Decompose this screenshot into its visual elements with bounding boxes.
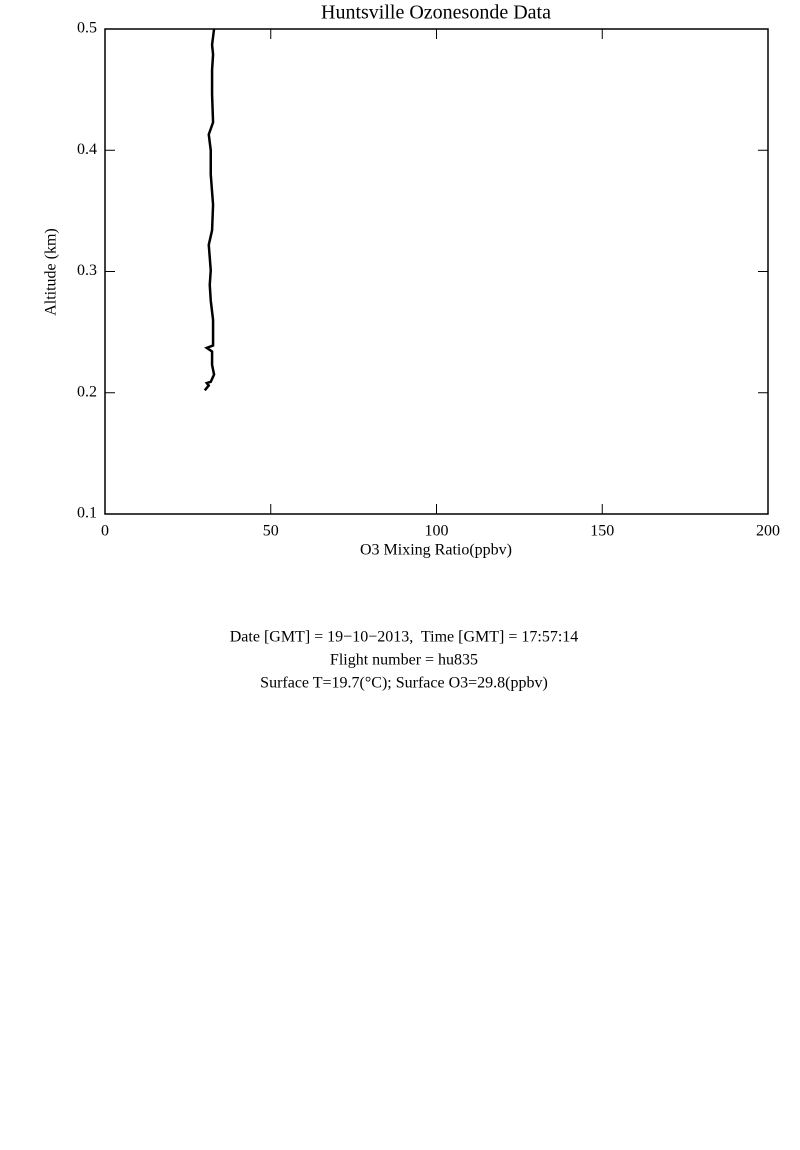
y-tick-label: 0.4 <box>77 141 97 158</box>
annotation: Flight number = hu835 <box>330 652 478 669</box>
profile-line <box>203 28 216 392</box>
y-tick-label: 0.2 <box>77 383 97 400</box>
x-tick-label: 200 <box>756 523 780 540</box>
x-tick-label: 50 <box>263 523 279 540</box>
y-tick-label: 0.3 <box>77 262 97 279</box>
y-tick-label: 0.1 <box>77 505 97 522</box>
annotation: Date [GMT] = 19−10−2013, Time [GMT] = 17… <box>230 629 579 646</box>
annotation: Surface T=19.7(°C); Surface O3=29.8(ppbv… <box>260 675 548 692</box>
x-tick-label: 150 <box>590 523 614 540</box>
chart-title: Huntsville Ozonesonde Data <box>321 2 551 24</box>
y-tick-label: 0.5 <box>77 20 97 37</box>
x-tick-label: 100 <box>425 523 449 540</box>
x-tick-label: 0 <box>101 523 109 540</box>
y-axis-label: Altitude (km) <box>43 228 60 316</box>
x-axis-label: O3 Mixing Ratio(ppbv) <box>360 542 512 559</box>
